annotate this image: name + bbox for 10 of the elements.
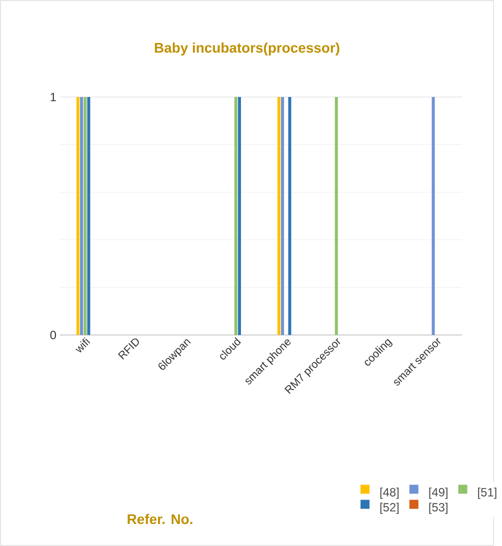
- legend-label: [51]: [478, 488, 496, 499]
- legend-label: [52]: [380, 502, 399, 514]
- legend-label: [53]: [429, 502, 448, 514]
- legend-label: [49]: [429, 488, 448, 499]
- y-tick-label: 0: [50, 330, 56, 340]
- legend-title: Refer. No.: [128, 514, 192, 524]
- x-tick-label: wifi: [75, 337, 90, 352]
- legend-label: [48]: [380, 488, 399, 499]
- chart-title: Baby incubators(processor): [154, 42, 340, 56]
- y-tick-label: 1: [50, 92, 56, 102]
